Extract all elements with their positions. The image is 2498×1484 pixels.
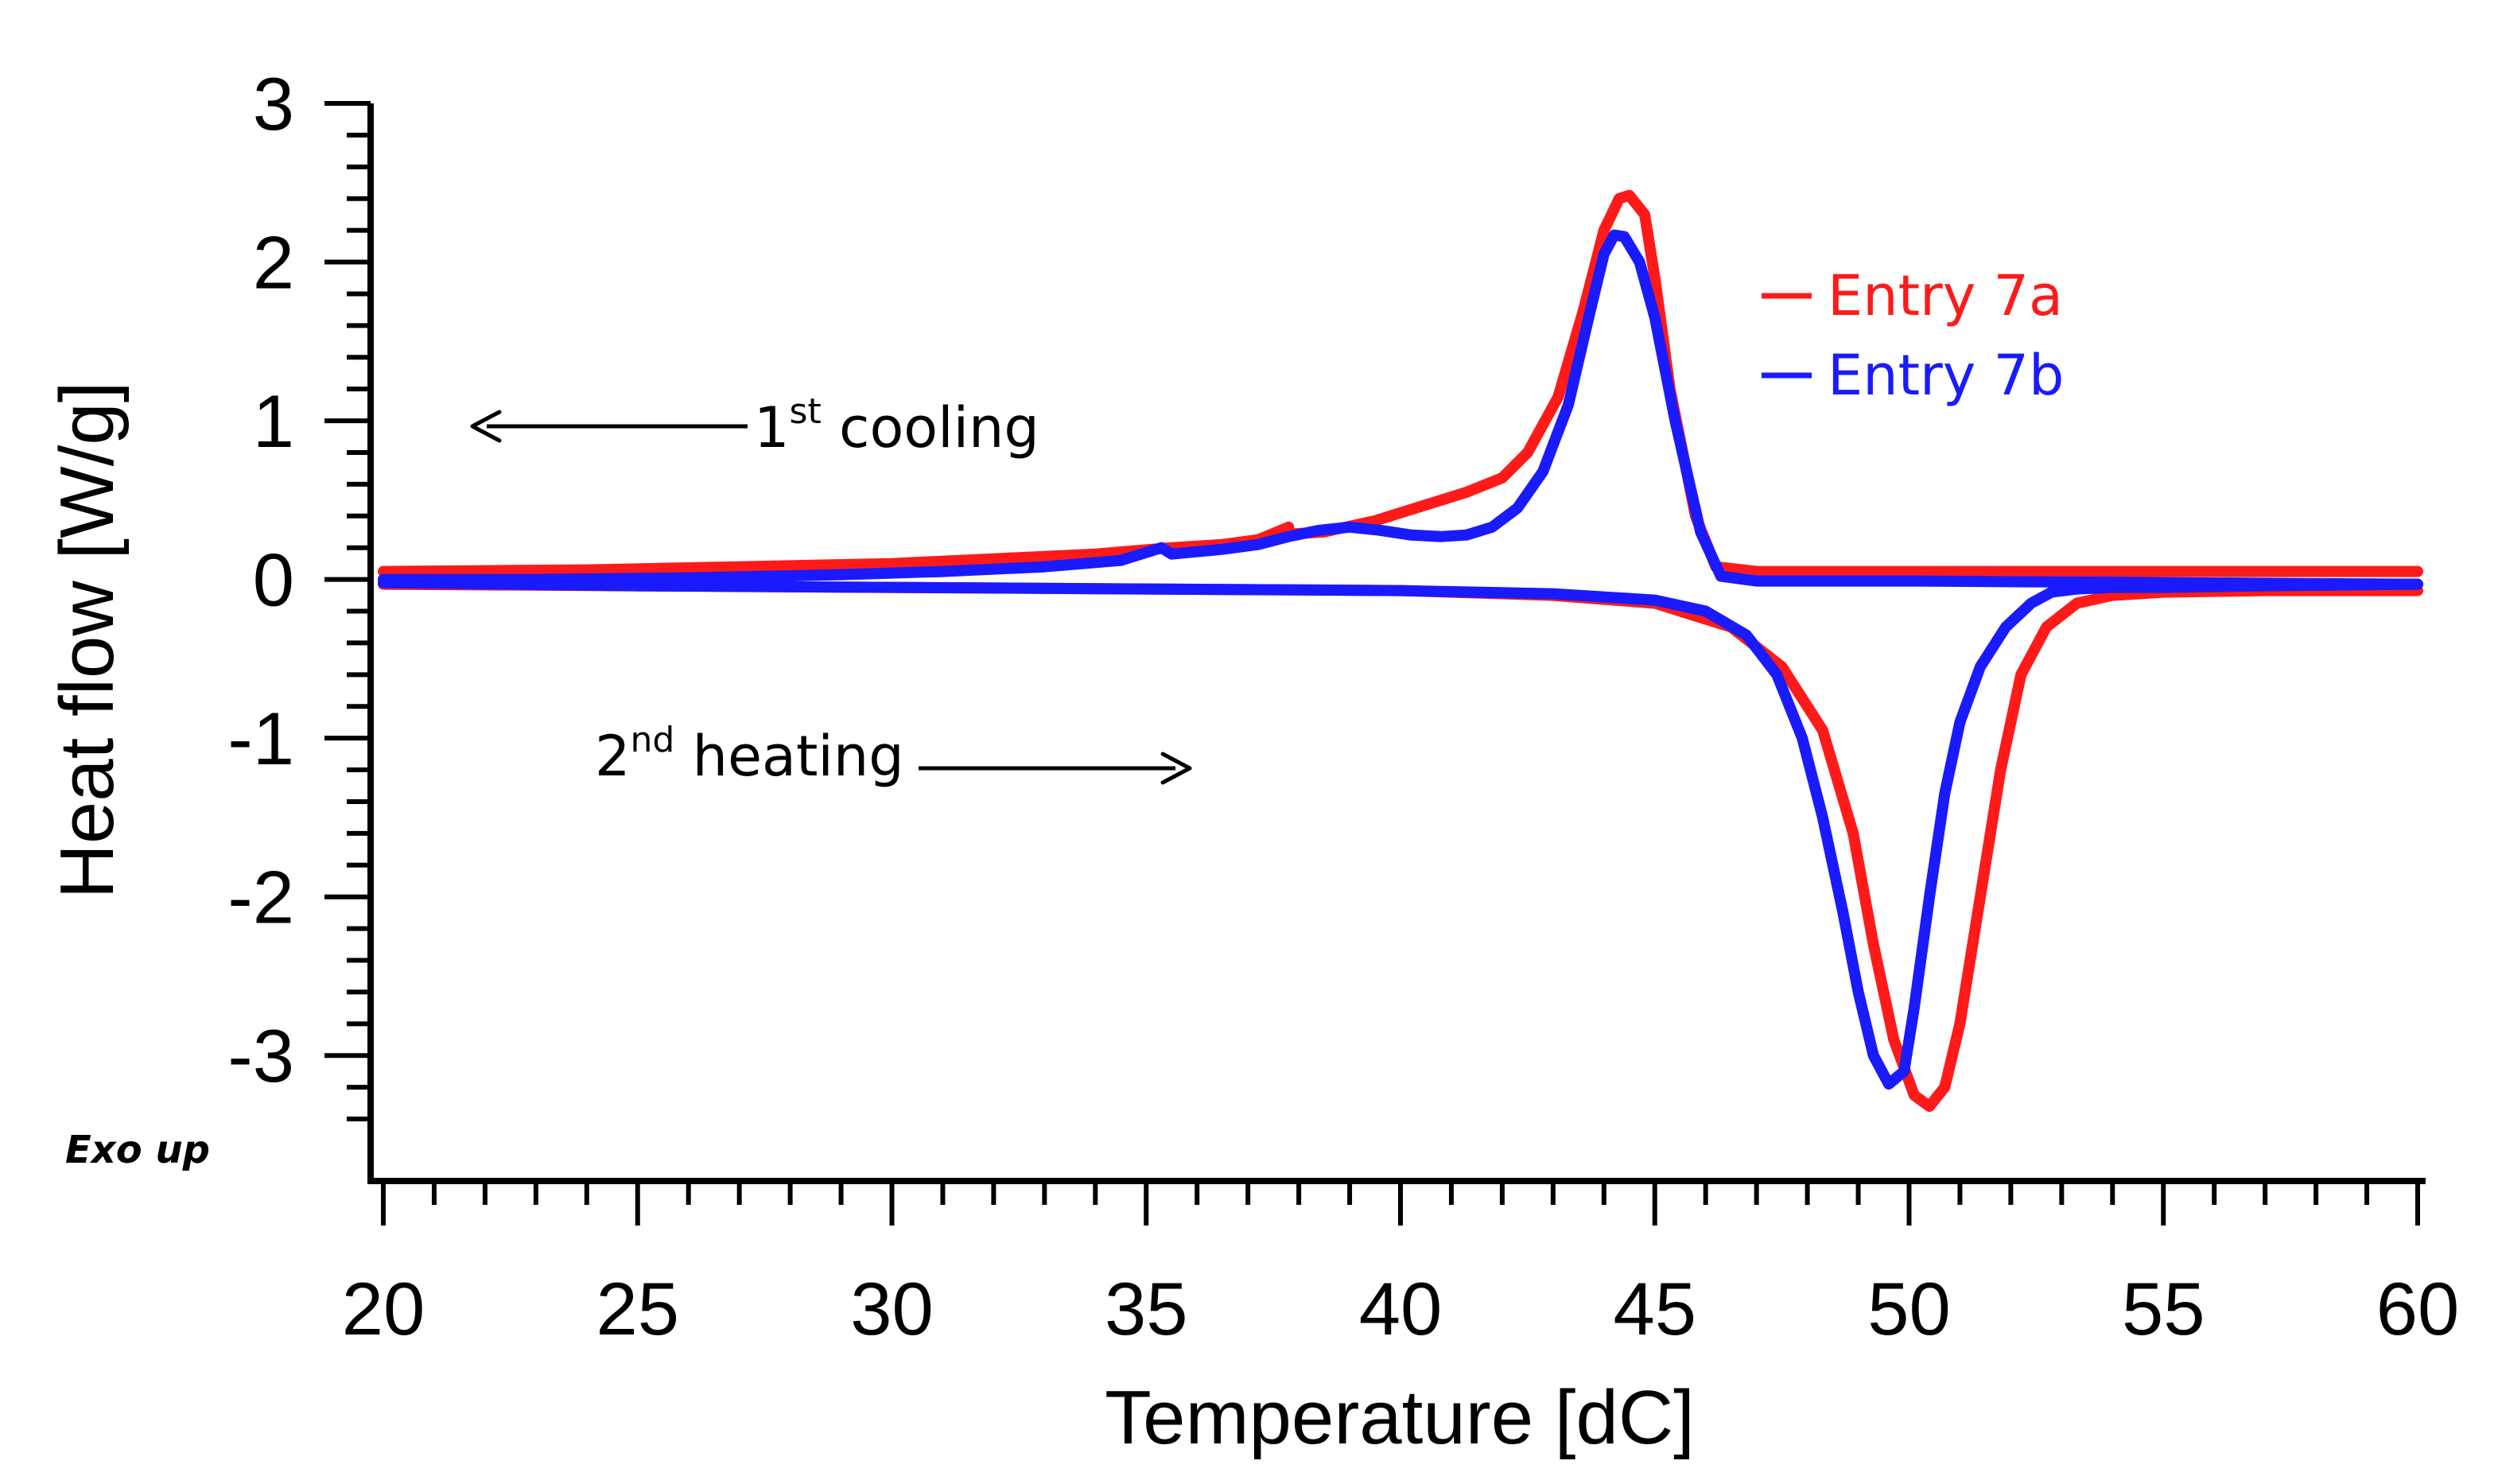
heating-label-sup: nd: [631, 720, 675, 760]
x-tick-label: 55: [2122, 1267, 2205, 1350]
heating-label-text: heating: [674, 724, 903, 789]
cooling-annotation: 1st cooling: [470, 391, 1039, 460]
x-ticks: [381, 1181, 2420, 1226]
y-tick-label: -1: [227, 697, 294, 780]
heating-label: 2nd heating: [595, 720, 904, 789]
axes: [367, 103, 2426, 1184]
heating-arrow-head-icon: [1160, 752, 1192, 785]
cooling-label-text: cooling: [822, 395, 1039, 460]
series-line-entry-7a-1st-cooling: [378, 189, 2423, 577]
x-tick-label: 45: [1613, 1267, 1696, 1350]
y-tick-label: -3: [227, 1014, 294, 1097]
x-tick-label: 25: [596, 1267, 679, 1350]
x-tick-label: 60: [2376, 1267, 2460, 1350]
y-axis-title: Heat flow [W/g]: [45, 382, 130, 899]
y-tick-label: 3: [253, 62, 294, 146]
legend: Entry 7a Entry 7b: [1762, 263, 2064, 408]
x-tick-label: 30: [850, 1267, 934, 1350]
heating-annotation: 2nd heating: [595, 720, 1192, 789]
x-tick-label: 20: [342, 1267, 425, 1350]
cooling-label-sup: st: [790, 391, 822, 432]
y-tick-label: -2: [227, 856, 294, 939]
series-line-entry-7a-2nd-heating: [378, 578, 2423, 1113]
heating-label-base: 2: [595, 724, 631, 789]
x-tick-label: 35: [1105, 1267, 1188, 1350]
y-ticks: [324, 101, 371, 1122]
legend-label-entry-7b: Entry 7b: [1828, 343, 2064, 408]
x-tick-label: 50: [1867, 1267, 1951, 1350]
y-tick-label: 0: [253, 538, 294, 622]
x-axis-title: Temperature [dC]: [1105, 1375, 1695, 1460]
legend-label-entry-7a: Entry 7a: [1828, 263, 2063, 328]
exo-up-label: Exo up: [65, 1128, 210, 1172]
x-tick-label: 40: [1359, 1267, 1443, 1350]
x-tick-labels: 20 25 30 35 40 45 50 55 60: [342, 1267, 2460, 1350]
series-line-entry-7b-2nd-heating: [378, 577, 2423, 1090]
y-tick-label: 2: [253, 221, 294, 305]
cooling-label-base: 1: [754, 395, 790, 460]
y-tick-labels: 3 2 1 0 -1 -2 -3: [227, 62, 294, 1097]
series-line-entry-7b-1st-cooling: [378, 229, 2423, 590]
y-tick-label: 1: [253, 379, 294, 463]
series-lines: [378, 189, 2423, 1113]
cooling-label: 1st cooling: [754, 391, 1039, 460]
cooling-arrow-head-icon: [470, 410, 502, 443]
